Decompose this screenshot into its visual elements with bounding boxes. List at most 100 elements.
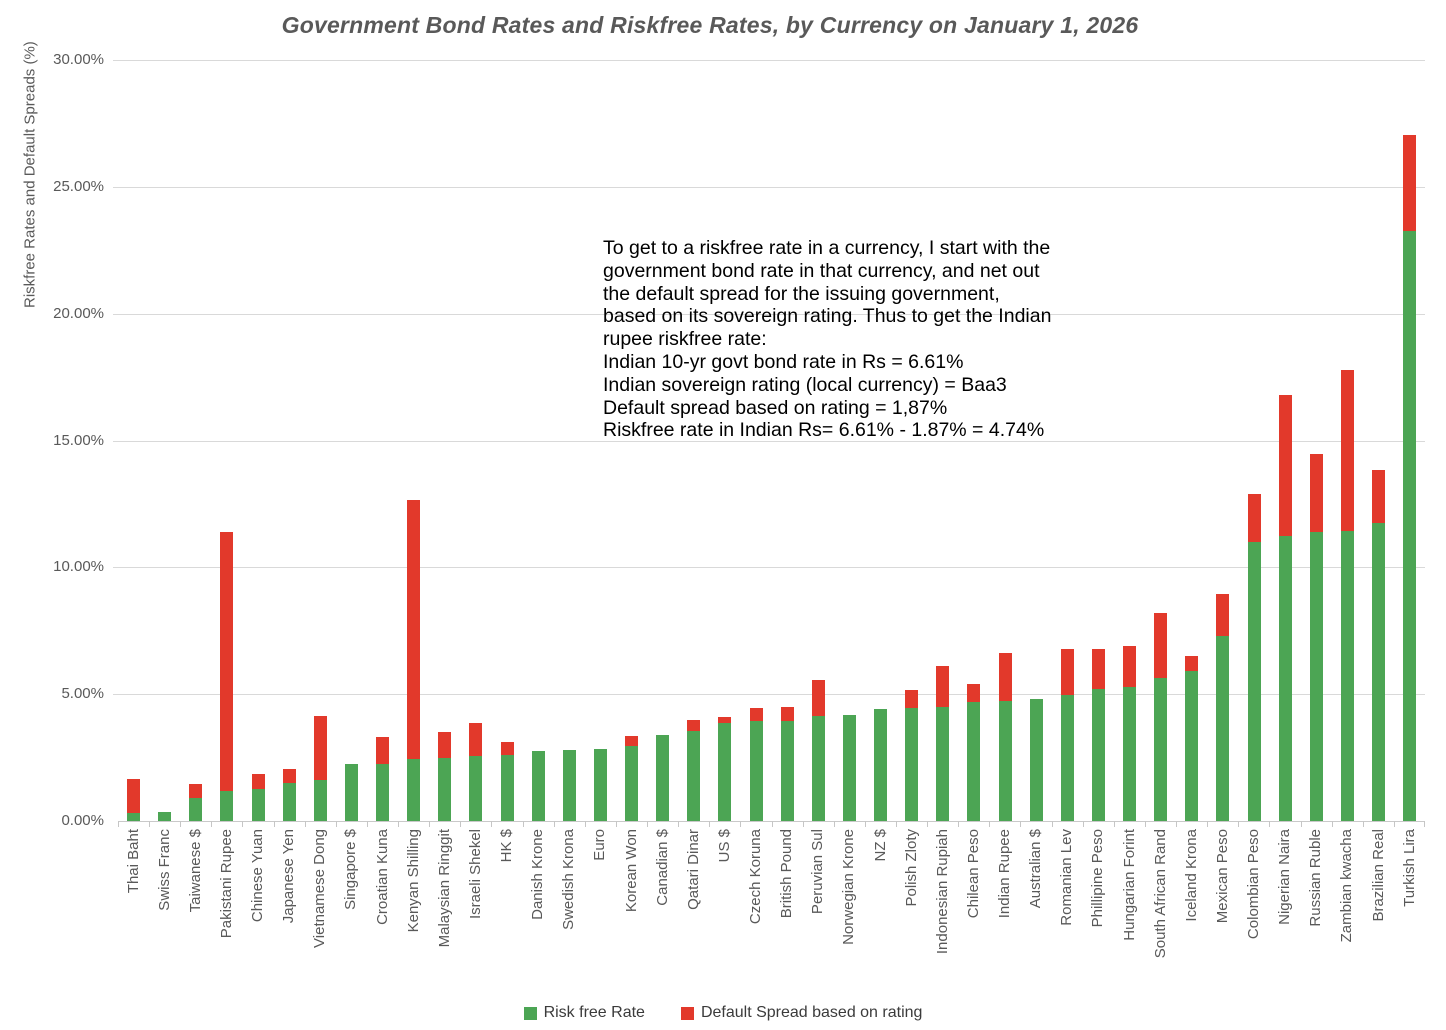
x-axis-label: Indonesian Rupiah [933, 829, 951, 955]
gridline [113, 313, 1425, 315]
x-axis-tick [709, 821, 711, 827]
bar-column: Japanese Yen [274, 60, 305, 923]
bar-segment-default-spread [1278, 394, 1292, 536]
bar-column: Phillipine Peso [1083, 60, 1114, 927]
y-tick-label: 5.00% [61, 685, 104, 703]
bar-column: British Pound [772, 60, 803, 918]
legend-item-riskfree: Risk free Rate [523, 1004, 645, 1022]
x-axis-tick [989, 821, 991, 827]
x-axis-ticks-layer [118, 821, 1425, 827]
bar-segment-riskfree [998, 700, 1012, 821]
y-axis-tick-labels: 0.00% 5.00% 10.00% 15.00% 20.00% 25.00% 30.00% [0, 51, 104, 829]
x-axis-tick [1269, 821, 1271, 827]
x-axis-label: Zambian kwacha [1338, 829, 1356, 943]
y-tick-label: 30.00% [53, 51, 104, 68]
stacked-bar [469, 723, 483, 821]
gridline [113, 694, 1425, 696]
bar-column: Chilean Peso [958, 60, 989, 918]
bar-segment-riskfree [531, 751, 545, 821]
x-axis-label: Malaysian Ringgit [435, 829, 453, 948]
bar-column: Mexican Peso [1207, 60, 1238, 923]
bar-column: Vietnamese Dong [305, 60, 336, 948]
x-axis-label: Australian $ [1027, 829, 1045, 909]
x-axis-label: Taiwanese $ [186, 829, 204, 913]
bar-segment-riskfree [1372, 522, 1386, 821]
stacked-bar [625, 736, 639, 821]
bar-segment-default-spread [687, 719, 701, 731]
x-axis-tick [460, 821, 462, 827]
gridline [113, 186, 1425, 188]
x-axis-tick [833, 821, 835, 827]
stacked-bar [1185, 656, 1199, 821]
x-axis-tick [584, 821, 586, 827]
x-axis-tick [1051, 821, 1053, 827]
x-axis-label: Phillipine Peso [1089, 829, 1107, 928]
x-axis-label: US $ [715, 829, 733, 863]
bar-segment-default-spread [625, 736, 639, 747]
bar-segment-riskfree [967, 701, 981, 821]
annotation-line: Indian sovereign rating (local currency)… [603, 373, 1007, 396]
bar-segment-default-spread [407, 500, 421, 759]
bar-column: Swiss Franc [149, 60, 180, 911]
bar-segment-riskfree [313, 780, 327, 821]
x-axis-tick [678, 821, 680, 827]
bar-segment-riskfree [718, 723, 732, 821]
bar-segment-default-spread [127, 779, 141, 814]
stacked-bar [874, 709, 888, 821]
x-axis-label: British Pound [778, 829, 796, 919]
x-axis-tick [615, 821, 617, 827]
x-axis-label: Czech Koruna [747, 829, 765, 925]
x-axis-tick [1113, 821, 1115, 827]
bar-segment-riskfree [780, 720, 794, 821]
bar-segment-default-spread [998, 653, 1012, 701]
bar-column: Iceland Krona [1176, 60, 1207, 922]
bar-segment-default-spread [1309, 454, 1323, 532]
x-axis-label: Brazilian Real [1369, 829, 1387, 922]
bar-segment-default-spread [811, 680, 825, 716]
stacked-bar [500, 742, 514, 821]
stacked-bar [158, 812, 172, 821]
x-axis-label: Norwegian Krone [840, 829, 858, 945]
x-axis-tick [429, 821, 431, 827]
x-axis-label: Kenyan Shilling [404, 829, 422, 933]
bar-column: Thai Baht [118, 60, 149, 893]
bar-segment-riskfree [562, 750, 576, 821]
bar-segment-riskfree [905, 708, 919, 821]
stacked-bar [562, 750, 576, 821]
bar-segment-riskfree [656, 734, 670, 821]
x-axis-label: Mexican Peso [1213, 829, 1231, 924]
x-axis-tick [864, 821, 866, 827]
annotation-line: the default spread for the issuing gover… [603, 282, 1000, 305]
bar-column: Australian $ [1021, 60, 1052, 908]
stacked-bar [967, 684, 981, 821]
bar-segment-riskfree [1185, 671, 1199, 821]
x-axis-label: Croatian Kuna [373, 829, 391, 925]
stacked-bar [1029, 699, 1043, 821]
bar-segment-riskfree [1278, 535, 1292, 821]
stacked-bar [780, 706, 794, 821]
stacked-bar [718, 717, 732, 821]
gridlines-layer [113, 60, 1425, 821]
x-axis-label: Hungarian Forint [1120, 829, 1138, 941]
bar-segment-default-spread [936, 666, 950, 707]
bar-segment-riskfree [158, 812, 172, 821]
x-axis-label: Euro [591, 829, 609, 861]
bar-segment-riskfree [407, 758, 421, 821]
bar-segment-default-spread [1185, 656, 1199, 672]
stacked-bar [687, 719, 701, 821]
bar-segment-riskfree [1309, 531, 1323, 821]
x-axis-tick [366, 821, 368, 827]
bar-segment-riskfree [376, 763, 390, 821]
stacked-bar [531, 751, 545, 821]
bar-segment-default-spread [1340, 369, 1354, 531]
stacked-bar [1060, 648, 1074, 821]
bar-segment-riskfree [1216, 635, 1230, 821]
plot-area: Thai Baht Swiss Franc Taiwanese $ Pakistani… [113, 60, 1425, 958]
legend-swatch-riskfree-icon [523, 1006, 537, 1020]
y-tick-label: 15.00% [53, 431, 104, 449]
stacked-bar [656, 734, 670, 821]
stacked-bar [127, 779, 141, 821]
x-axis-tick [1238, 821, 1240, 827]
bar-column: NZ $ [865, 60, 896, 862]
x-axis-label: Turkish Lira [1400, 829, 1418, 907]
